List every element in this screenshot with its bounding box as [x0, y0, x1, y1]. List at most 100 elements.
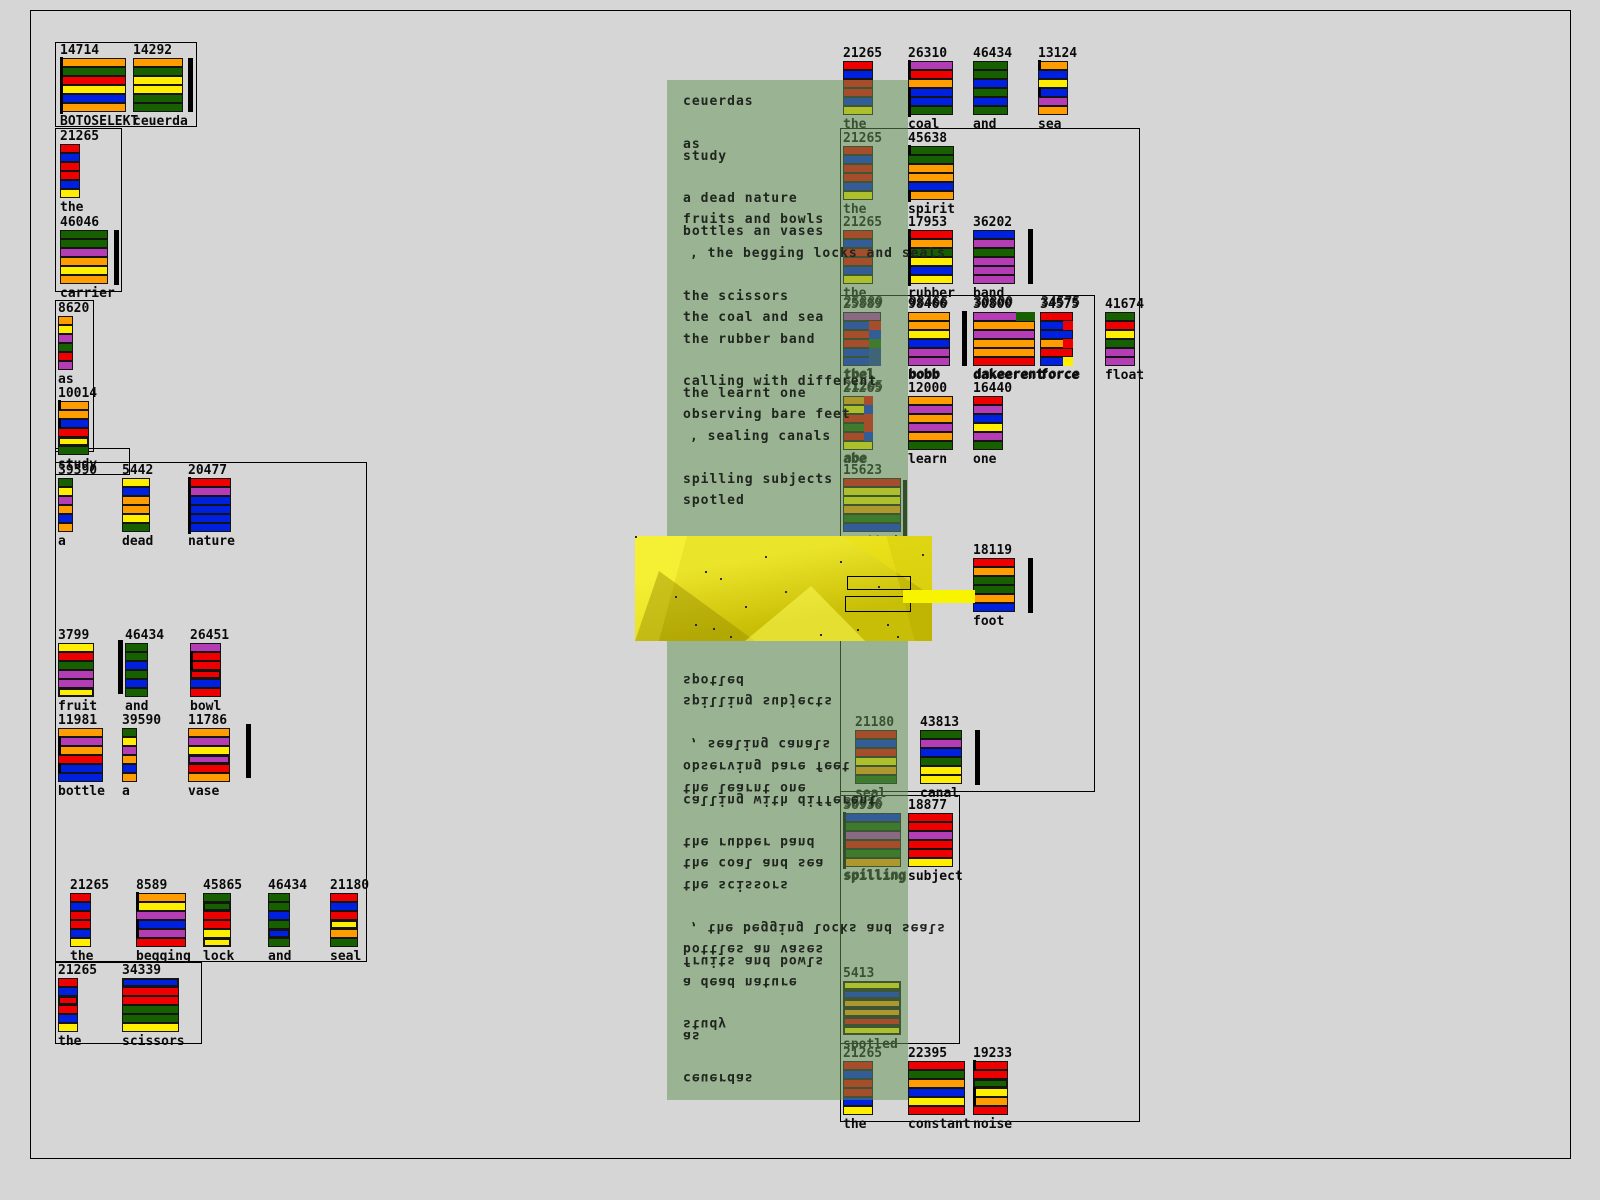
stack-number: 45865	[203, 878, 243, 893]
color-bar	[122, 478, 150, 487]
bar-stack	[188, 728, 230, 782]
color-bar	[58, 352, 73, 361]
color-bar	[188, 513, 231, 525]
color-bar	[133, 103, 183, 112]
stack-number: 11981	[58, 713, 98, 728]
bar-stack	[1040, 312, 1073, 366]
tick-mark	[908, 265, 911, 277]
separator-bar	[188, 58, 193, 112]
stack-the: 21265 the	[70, 879, 109, 964]
color-bar	[70, 911, 91, 920]
column-text: a dead nature	[683, 191, 798, 206]
stack-study: 10014 study	[58, 387, 97, 472]
stack-label: float	[1105, 368, 1145, 383]
color-bar	[58, 505, 73, 514]
bar-stack	[908, 813, 953, 867]
stack-one: 16440 one	[973, 382, 1012, 467]
color-bar	[330, 920, 358, 929]
color-bar	[973, 70, 1008, 79]
color-bar	[908, 69, 953, 81]
color-bar	[908, 396, 953, 405]
stack-label: bobb	[908, 368, 940, 383]
color-bar	[188, 495, 231, 507]
color-bar	[908, 1088, 965, 1097]
bar-stack	[268, 893, 290, 947]
color-bar	[908, 339, 950, 348]
tick-mark	[188, 513, 191, 525]
stack-label: and	[973, 117, 997, 132]
color-bar	[58, 325, 73, 334]
tick-mark	[58, 745, 61, 757]
column-text-mirrored: the rubber band	[683, 834, 816, 849]
stack-number: 46434	[973, 46, 1013, 61]
tick-mark	[908, 87, 911, 99]
stack-label: as	[58, 372, 74, 387]
color-bar	[70, 920, 91, 929]
color-bar	[908, 1106, 965, 1115]
color-bar	[908, 155, 954, 164]
stack-label: seal	[330, 949, 362, 964]
stack-constant: 22395 constant	[908, 1047, 971, 1132]
column-text: spotled	[683, 493, 745, 508]
color-bar	[268, 893, 290, 902]
color-bar	[122, 505, 150, 514]
column-text-mirrored: ceuerdas	[683, 1070, 754, 1085]
color-bar	[188, 764, 230, 773]
color-bar	[908, 60, 953, 72]
bar-stack	[58, 643, 94, 697]
separator-bar	[962, 311, 967, 366]
color-bar	[973, 585, 1015, 594]
color-bar	[973, 414, 1003, 423]
stack-number: 39590	[122, 713, 162, 728]
color-bar	[190, 688, 221, 697]
color-bar	[190, 643, 221, 652]
stack-dead: 5442 dead	[122, 464, 153, 549]
color-bar	[1038, 79, 1068, 88]
color-bar	[58, 1005, 78, 1014]
color-bar	[190, 670, 221, 679]
color-bar	[58, 987, 78, 996]
tick-mark	[908, 96, 911, 108]
color-bar	[122, 773, 137, 782]
separator-bar	[114, 230, 119, 285]
color-bar	[908, 357, 950, 366]
color-bar	[125, 688, 148, 697]
stack-rubber: 17953 rubber	[908, 216, 955, 301]
stack-carrier: 46046 carrier	[60, 216, 115, 301]
color-bar-secondary	[1015, 312, 1035, 321]
stack-label: constant	[908, 1117, 971, 1132]
color-bar	[58, 437, 89, 446]
stack-number: 18877	[908, 798, 948, 813]
color-bar	[908, 840, 953, 849]
stack-number: 26310	[908, 46, 948, 61]
tick-mark	[908, 238, 911, 250]
color-bar	[58, 679, 94, 688]
stack-number: 11786	[188, 713, 228, 728]
bar-stack	[122, 728, 137, 782]
column-text: the coal and sea	[683, 310, 825, 325]
color-bar-secondary	[1063, 321, 1073, 330]
bar-stack	[60, 230, 108, 284]
tick-mark	[1038, 87, 1041, 99]
tick-mark	[60, 93, 63, 105]
column-text-mirrored: , the begging locks and seals	[690, 920, 946, 935]
color-bar	[122, 1023, 179, 1032]
color-bar	[973, 97, 1008, 106]
color-bar	[58, 763, 103, 775]
color-bar	[973, 423, 1003, 432]
color-bar	[973, 1096, 1008, 1108]
stack-sea: 13124 sea	[1038, 47, 1077, 132]
color-bar	[973, 88, 1008, 97]
color-bar	[908, 405, 953, 414]
stack-number: 45638	[908, 131, 948, 146]
color-bar	[908, 849, 953, 858]
frame-box	[55, 962, 202, 1044]
column-text: the rubber band	[683, 332, 816, 347]
color-bar	[1038, 106, 1068, 115]
stack-label: subject	[908, 869, 963, 884]
tick-mark	[58, 418, 61, 430]
color-bar	[920, 757, 962, 766]
tick-mark	[908, 274, 911, 286]
color-bar	[190, 679, 221, 688]
bar-stack	[60, 57, 126, 114]
